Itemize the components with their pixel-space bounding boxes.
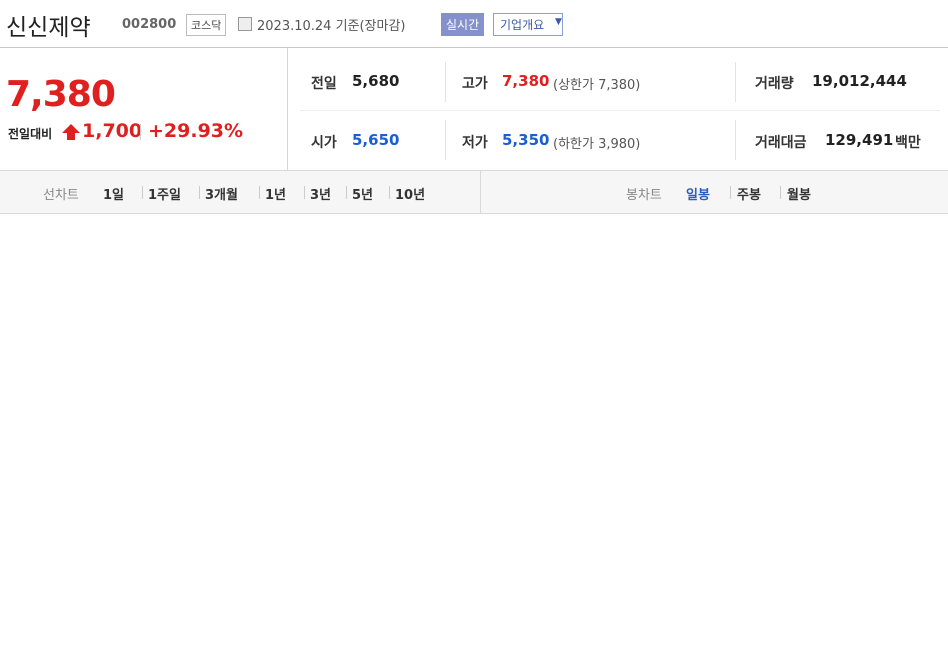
stat-value: 5,650 xyxy=(352,131,400,149)
realtime-button[interactable]: 실시간 xyxy=(441,13,485,36)
candle-tab[interactable]: 월봉 xyxy=(787,188,811,203)
period-tab[interactable]: 3년 xyxy=(310,188,332,203)
stock-code: 002800 xyxy=(122,17,177,32)
divider xyxy=(445,62,446,102)
divider xyxy=(0,47,948,48)
period-tab[interactable]: 10년 xyxy=(395,188,426,203)
stat-note: (상한가 7,380) xyxy=(553,78,641,93)
change-pct: +29.93% xyxy=(148,120,244,142)
stock-title: 신신제약 xyxy=(6,15,91,41)
date: 2023.10.24 기준(장마감) xyxy=(257,19,406,34)
period-tab[interactable]: 1주일 xyxy=(148,188,181,203)
stat-note: (하한가 3,980) xyxy=(553,137,641,152)
separator xyxy=(780,186,781,199)
divider xyxy=(480,171,481,213)
separator xyxy=(389,186,390,199)
price: 7,380 xyxy=(6,74,116,115)
candle-tab[interactable]: 일봉 xyxy=(686,188,710,203)
stat-label: 거래대금 xyxy=(755,135,807,151)
period-tab[interactable]: 1일 xyxy=(103,188,125,203)
separator xyxy=(142,186,143,199)
market-badge: 코스닥 xyxy=(186,14,227,36)
stat-value: 19,012,444 xyxy=(812,72,907,90)
stat-value: 129,491 xyxy=(825,131,894,149)
separator xyxy=(346,186,347,199)
stat-label: 거래량 xyxy=(755,76,794,92)
period-tab[interactable]: 3개월 xyxy=(205,188,238,203)
divider xyxy=(445,120,446,160)
separator xyxy=(730,186,731,199)
period-tab[interactable]: 1년 xyxy=(265,188,287,203)
change-label: 전일대비 xyxy=(8,127,53,141)
separator xyxy=(140,124,141,140)
stat-label: 전일 xyxy=(311,76,337,92)
divider xyxy=(287,48,288,170)
stat-unit: 백만 xyxy=(895,135,921,151)
period-tab[interactable]: 5년 xyxy=(352,188,374,203)
stat-value: 5,680 xyxy=(352,72,400,90)
separator xyxy=(259,186,260,199)
stat-value: 5,350 xyxy=(502,131,550,149)
divider xyxy=(735,120,736,160)
nav-bar xyxy=(0,170,948,214)
nav-label: 선차트 xyxy=(43,188,79,203)
separator xyxy=(304,186,305,199)
stat-label: 시가 xyxy=(311,135,337,151)
calendar-icon xyxy=(238,17,252,31)
dropdown-arrow: ▼ xyxy=(555,17,562,27)
company-button[interactable]: 기업개요 xyxy=(493,13,564,36)
stat-label: 고가 xyxy=(462,76,488,92)
candle-tab[interactable]: 주봉 xyxy=(737,188,761,203)
up-icon: 8,6387,7726,9066,0405,1734,3073,44107/25… xyxy=(62,124,80,140)
divider xyxy=(735,62,736,102)
chart xyxy=(0,212,948,659)
stat-label: 저가 xyxy=(462,135,488,151)
divider xyxy=(300,110,940,111)
stat-value: 7,380 xyxy=(502,72,550,90)
change: 1,700 xyxy=(82,120,143,142)
nav-label: 봉차트 xyxy=(626,188,662,203)
separator xyxy=(199,186,200,199)
